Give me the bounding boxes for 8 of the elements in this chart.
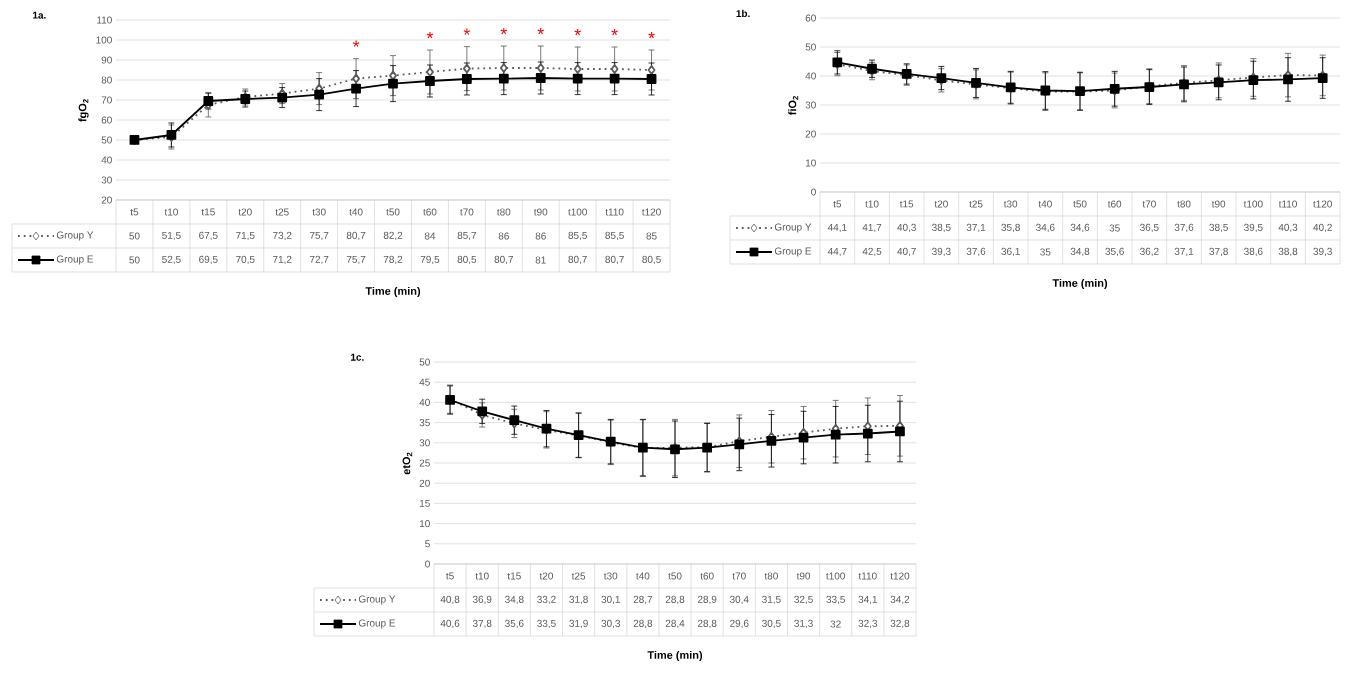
annotation: * [463, 28, 471, 35]
annotation: * [537, 27, 544, 35]
annotation: * [648, 31, 655, 39]
annotation: * [500, 27, 507, 35]
annotation: * [611, 28, 618, 36]
annotation: * [352, 40, 360, 47]
annotation: * [574, 28, 581, 36]
annotation: * [426, 31, 434, 39]
